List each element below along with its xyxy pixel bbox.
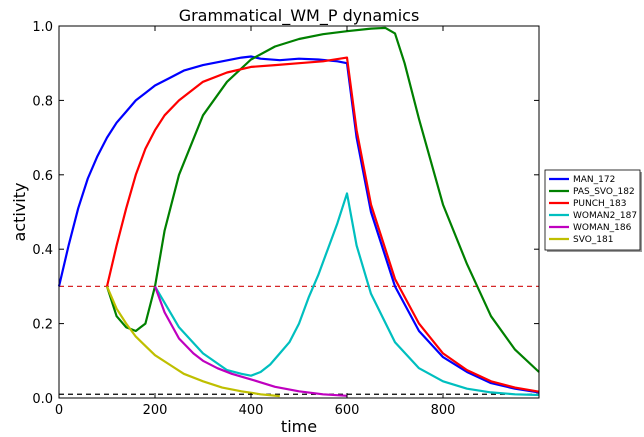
legend-label: WOMAN2_187 (573, 211, 637, 221)
legend-label: MAN_172 (573, 175, 615, 185)
x-tick-label: 400 (239, 403, 264, 418)
legend-label: SVO_181 (573, 235, 613, 245)
y-axis-label: activity (10, 183, 29, 242)
series-line-svo-181 (105, 285, 280, 398)
legend-label: WOMAN_186 (573, 223, 632, 233)
x-tick-label: 200 (143, 403, 168, 418)
y-tick-label: 1.0 (32, 20, 53, 35)
legend-label: PAS_SVO_182 (573, 187, 635, 197)
y-tick-label: 0.4 (32, 243, 53, 258)
series-line-woman-186 (153, 286, 348, 397)
series-line-woman2-187 (154, 192, 540, 397)
y-tick-label: 0.6 (32, 169, 53, 184)
y-tick-label: 0.0 (32, 392, 53, 407)
legend-label: PUNCH_183 (573, 199, 626, 209)
x-tick-label: 600 (335, 403, 360, 418)
x-tick-label: 800 (431, 403, 456, 418)
legend-box (544, 169, 641, 251)
series-line-punch-183 (105, 56, 540, 393)
series-line-pas-svo-182 (105, 26, 540, 373)
x-axis-label: time (281, 417, 317, 436)
series-line-man-172 (57, 55, 540, 394)
chart-title: Grammatical_WM_P dynamics (179, 6, 420, 26)
legend: MAN_172 PAS_SVO_182 PUNCH_183 WOMAN2_187 WOM… (544, 169, 642, 252)
y-tick-label: 0.8 (32, 94, 53, 109)
plot-frame (58, 25, 540, 399)
x-tick-label: 0 (55, 403, 63, 418)
y-tick-label: 0.2 (32, 318, 53, 333)
